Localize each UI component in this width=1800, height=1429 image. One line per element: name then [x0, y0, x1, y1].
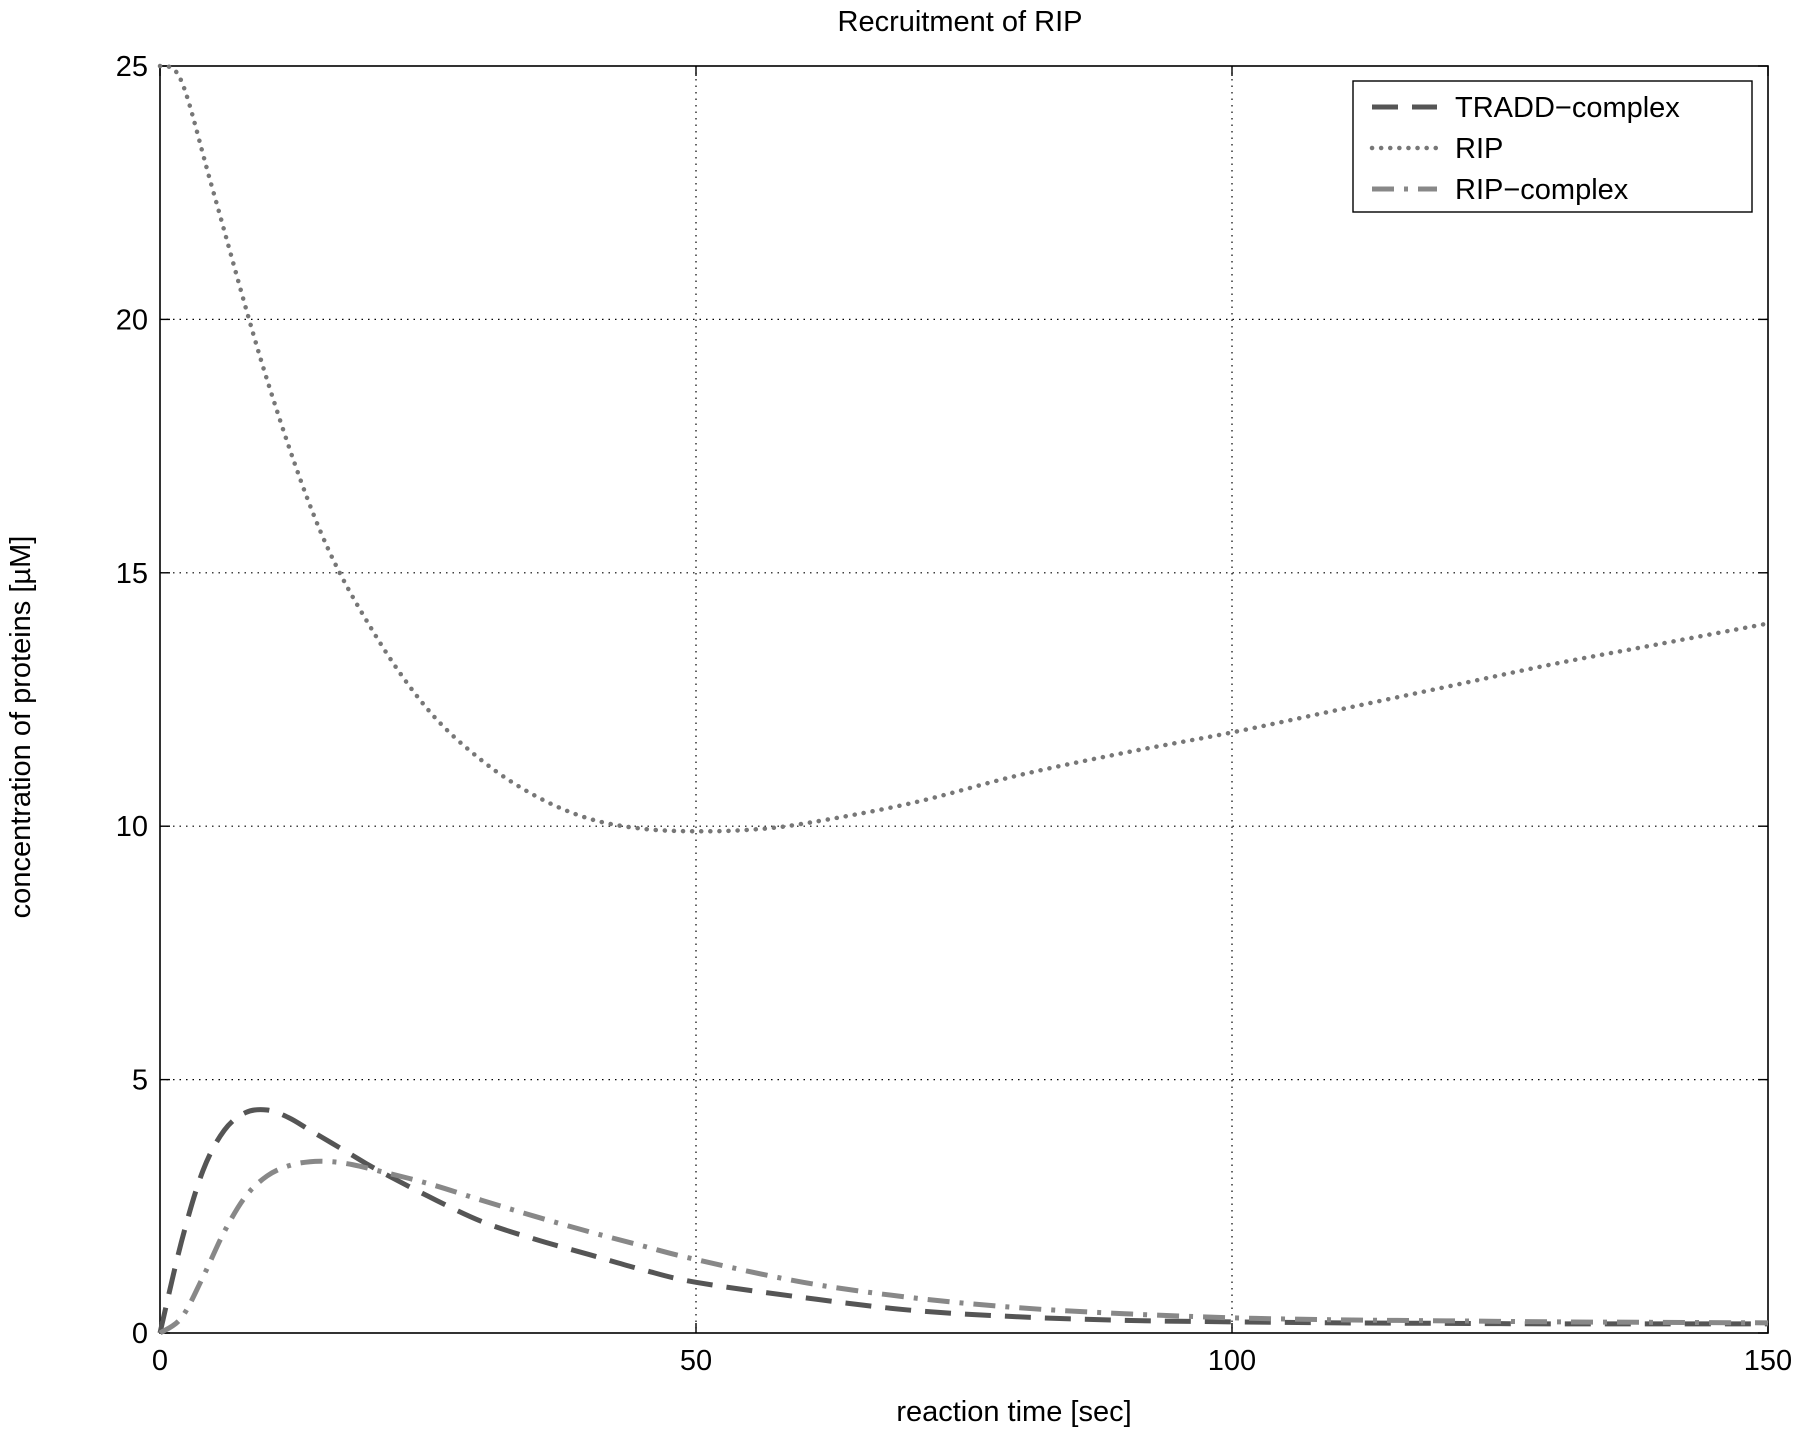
x-tick-label: 0: [152, 1345, 168, 1377]
y-tick-label: 10: [116, 811, 148, 843]
y-tick-label: 25: [116, 51, 148, 83]
y-tick-label: 0: [132, 1318, 148, 1350]
y-tick-label: 5: [132, 1065, 148, 1097]
series-line-2: [158, 1158, 1769, 1336]
chart-title: Recruitment of RIP: [838, 6, 1083, 38]
series-line-0: [157, 1107, 1768, 1334]
legend-label-1: RIP: [1455, 133, 1503, 165]
legend-label-2: RIP−complex: [1455, 174, 1629, 206]
series-lines: [157, 63, 1771, 1336]
x-tick-label: 150: [1744, 1345, 1792, 1377]
legend: TRADD−complex RIP RIP−complex: [1352, 80, 1753, 213]
x-tick-label: 100: [1208, 1345, 1256, 1377]
axis-ticks: 0 50 100 150 0 5 10 15 20 25: [116, 51, 1792, 1377]
plot-frame: [159, 65, 1769, 1334]
y-tick-label: 15: [116, 558, 148, 590]
series-line-1: [157, 63, 1771, 834]
x-axis-title: reaction time [sec]: [896, 1396, 1131, 1428]
grid: [160, 66, 1768, 1333]
y-tick-label: 20: [116, 304, 148, 336]
y-axis-title: concentration of proteins [µM]: [5, 536, 37, 919]
legend-label-0: TRADD−complex: [1455, 92, 1680, 124]
x-tick-label: 50: [680, 1345, 712, 1377]
